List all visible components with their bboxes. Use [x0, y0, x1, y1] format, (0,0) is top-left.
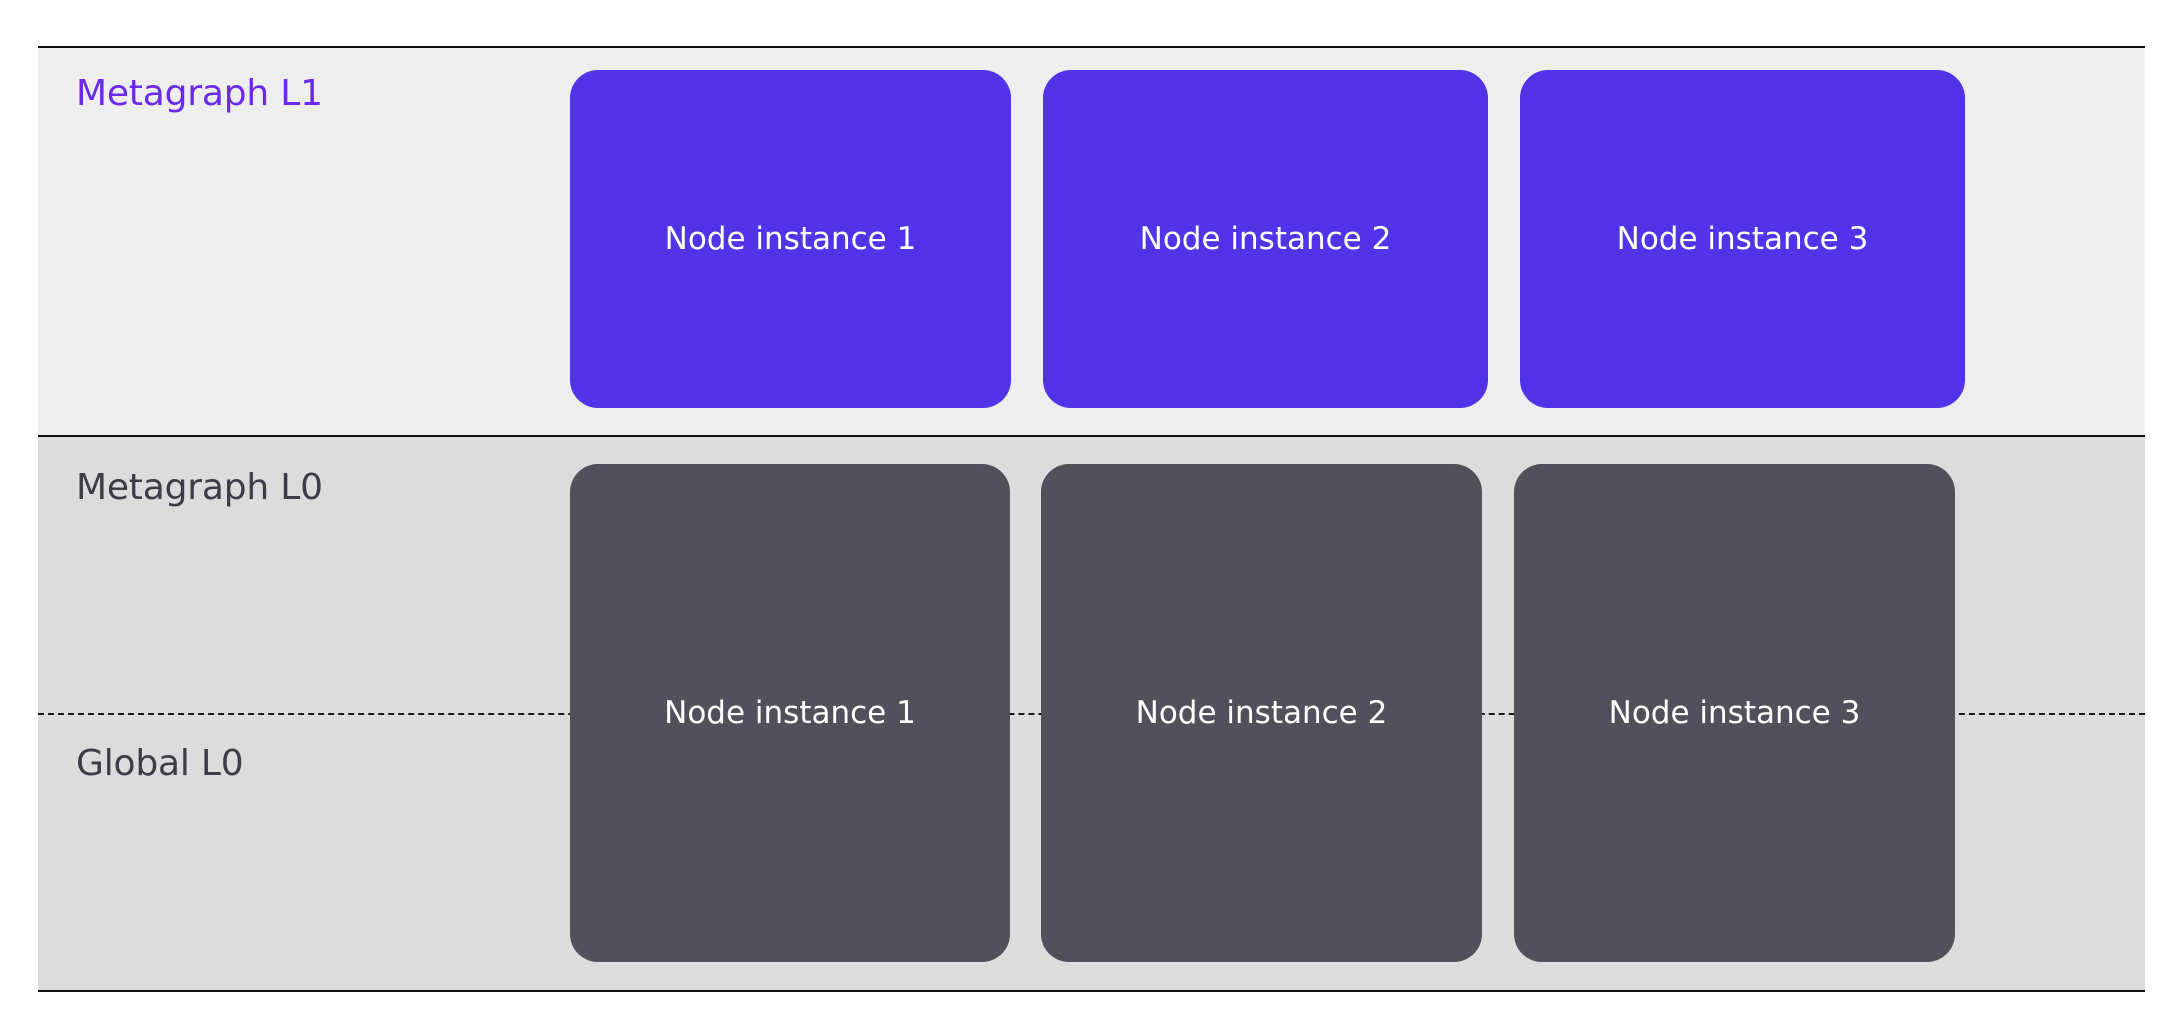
- l0-node-1: Node instance 1: [570, 464, 1010, 962]
- metagraph-l1-node-3: Node instance 3: [1520, 70, 1965, 408]
- metagraph-l1-label: Metagraph L1: [76, 73, 323, 114]
- global-l0-label: Global L0: [76, 743, 244, 784]
- node-label: Node instance 2: [1135, 695, 1388, 731]
- metagraph-l1-node-2: Node instance 2: [1043, 70, 1488, 408]
- metagraph-l0-label: Metagraph L0: [76, 467, 323, 508]
- metagraph-l1-node-1: Node instance 1: [570, 70, 1011, 408]
- node-label: Node instance 1: [664, 221, 917, 257]
- node-label: Node instance 3: [1616, 221, 1869, 257]
- l0-node-2: Node instance 2: [1041, 464, 1482, 962]
- node-label: Node instance 2: [1139, 221, 1392, 257]
- l0-node-3: Node instance 3: [1514, 464, 1955, 962]
- node-label: Node instance 1: [664, 695, 916, 731]
- node-label: Node instance 3: [1608, 695, 1861, 731]
